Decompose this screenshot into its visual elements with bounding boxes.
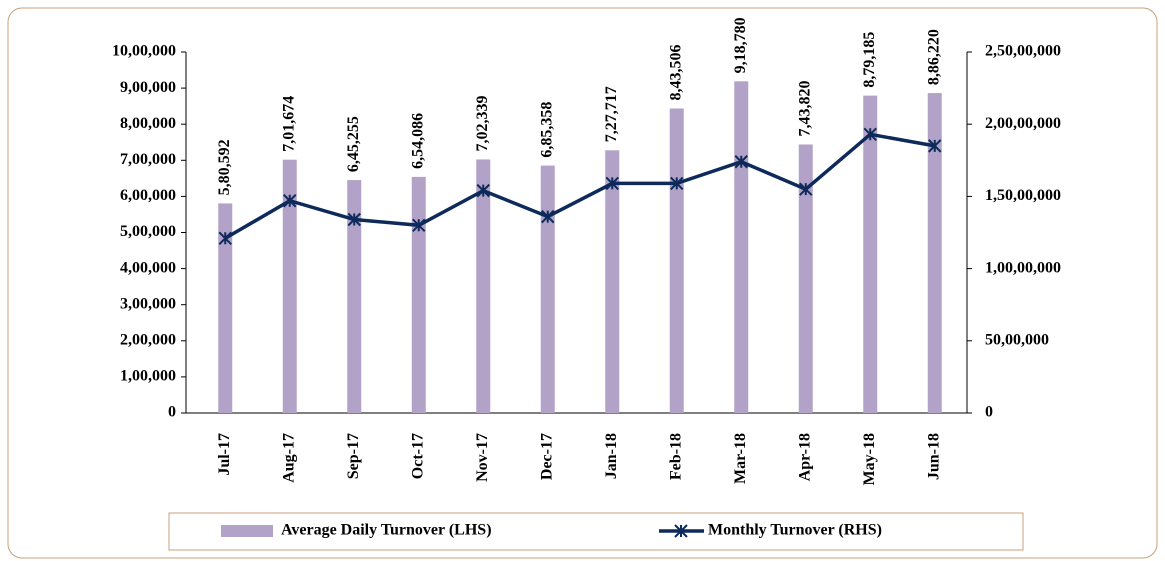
x-tick-label: Jun-18 <box>925 433 942 480</box>
marker <box>799 182 813 196</box>
bar <box>218 203 233 413</box>
y2-tick-label: 50,00,000 <box>985 331 1049 348</box>
y2-tick-label: 1,00,00,000 <box>985 259 1061 276</box>
bar <box>734 81 749 413</box>
marker <box>541 209 555 224</box>
x-tick-label: Dec-17 <box>538 433 555 480</box>
y-tick-label: 5,00,000 <box>120 223 176 240</box>
value-label: 7,02,339 <box>474 95 491 151</box>
y-tick-label: 7,00,000 <box>120 151 176 168</box>
y-tick-label: 9,00,000 <box>120 79 176 96</box>
bar <box>540 165 555 413</box>
x-tick-label: Sep-17 <box>345 433 362 479</box>
value-label: 6,85,358 <box>538 102 555 158</box>
value-label: 7,01,674 <box>280 96 297 152</box>
frame <box>7 7 1158 559</box>
x-tick-label: May-18 <box>861 433 878 485</box>
y-tick-label: 10,00,000 <box>112 43 176 60</box>
value-label: 8,79,185 <box>861 32 878 88</box>
value-label: 6,45,255 <box>345 116 362 172</box>
marker <box>283 194 297 208</box>
value-label: 8,86,220 <box>925 29 942 85</box>
y-tick-label: 4,00,000 <box>120 259 176 276</box>
legend-box <box>168 512 1024 551</box>
marker <box>670 176 684 191</box>
bar <box>927 93 942 413</box>
value-label: 8,43,506 <box>667 44 684 100</box>
bar <box>605 150 620 413</box>
value-label: 6,54,086 <box>409 113 426 169</box>
y2-tick-label: 1,50,00,000 <box>985 187 1061 204</box>
bar <box>347 180 362 413</box>
value-label: 7,27,717 <box>603 86 620 142</box>
marker <box>218 231 232 245</box>
bar <box>411 176 426 413</box>
marker <box>347 212 361 227</box>
legend-label: Monthly Turnover (RHS) <box>708 522 882 539</box>
legend-label: Average Daily Turnover (LHS) <box>281 522 492 539</box>
x-tick-label: Oct-17 <box>409 433 426 479</box>
x-tick-label: Apr-18 <box>796 433 813 481</box>
value-label: 9,18,780 <box>732 17 749 73</box>
marker <box>928 139 942 153</box>
x-tick-label: Jul-17 <box>216 433 233 476</box>
y-tick-label: 0 <box>168 404 176 421</box>
y2-tick-label: 2,50,00,000 <box>985 43 1061 60</box>
line <box>224 132 936 240</box>
x-tick-label: Jan-18 <box>603 433 620 479</box>
y-tick-label: 3,00,000 <box>120 295 176 312</box>
x-tick-label: Feb-18 <box>667 433 684 480</box>
marker <box>476 183 490 198</box>
x-tick-label: Mar-18 <box>732 433 749 484</box>
bar <box>669 108 684 414</box>
marker <box>734 155 748 169</box>
y-tick-label: 6,00,000 <box>120 187 176 204</box>
legend-swatch <box>221 525 273 537</box>
legend-marker <box>674 524 688 538</box>
bar <box>476 159 491 413</box>
value-label: 5,80,592 <box>216 139 233 195</box>
x-tick-label: Aug-17 <box>280 433 297 483</box>
y2-tick-label: 0 <box>985 404 993 421</box>
y-tick-label: 2,00,000 <box>120 331 176 348</box>
marker <box>605 176 619 191</box>
y-tick-label: 8,00,000 <box>120 115 176 132</box>
marker <box>863 127 877 142</box>
marker <box>412 218 426 232</box>
y2-tick-label: 2,00,00,000 <box>985 115 1061 132</box>
value-label: 7,43,820 <box>796 80 813 136</box>
bar <box>282 159 297 413</box>
y-tick-label: 1,00,000 <box>120 368 176 385</box>
bar <box>798 144 813 413</box>
x-tick-label: Nov-17 <box>474 433 491 482</box>
bar <box>863 95 878 414</box>
